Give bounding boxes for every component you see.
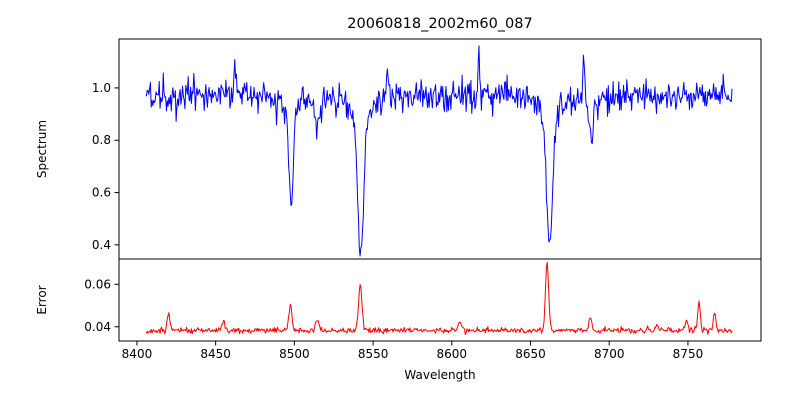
x-tick-label: 8450 xyxy=(200,347,231,361)
spectrum-line xyxy=(145,45,733,257)
spectrum-y-tick-label: 1.0 xyxy=(92,81,111,95)
spectrum-y-tick-label: 0.8 xyxy=(92,133,111,147)
plot-area: 0.4 0.6 0.8 1.0 0.04 0.06 8400 8450 8500 8550 8600… xyxy=(84,38,762,361)
x-tick-label: 8550 xyxy=(358,347,389,361)
error-y-tick-label: 0.06 xyxy=(84,277,111,291)
x-tick-label: 8400 xyxy=(122,347,153,361)
x-tick-label: 8700 xyxy=(594,347,625,361)
spectrum-y-tick-label: 0.6 xyxy=(92,186,111,200)
x-axis-label: Wavelength xyxy=(404,368,475,382)
y-axis-label-error: Error xyxy=(35,285,49,314)
error-panel-frame xyxy=(118,258,762,342)
spectrum-y-tick-label: 0.4 xyxy=(92,238,111,252)
y-axis-label-spectrum: Spectrum xyxy=(35,120,49,178)
x-tick-label: 8500 xyxy=(279,347,310,361)
x-tick-label: 8600 xyxy=(437,347,468,361)
x-tick-label: 8650 xyxy=(515,347,546,361)
spectrum-panel-frame xyxy=(118,38,762,260)
error-line xyxy=(145,261,733,336)
error-y-tick-label: 0.04 xyxy=(84,320,111,334)
x-tick-label: 8750 xyxy=(673,347,704,361)
chart-title: 20060818_2002m60_087 xyxy=(347,16,532,32)
